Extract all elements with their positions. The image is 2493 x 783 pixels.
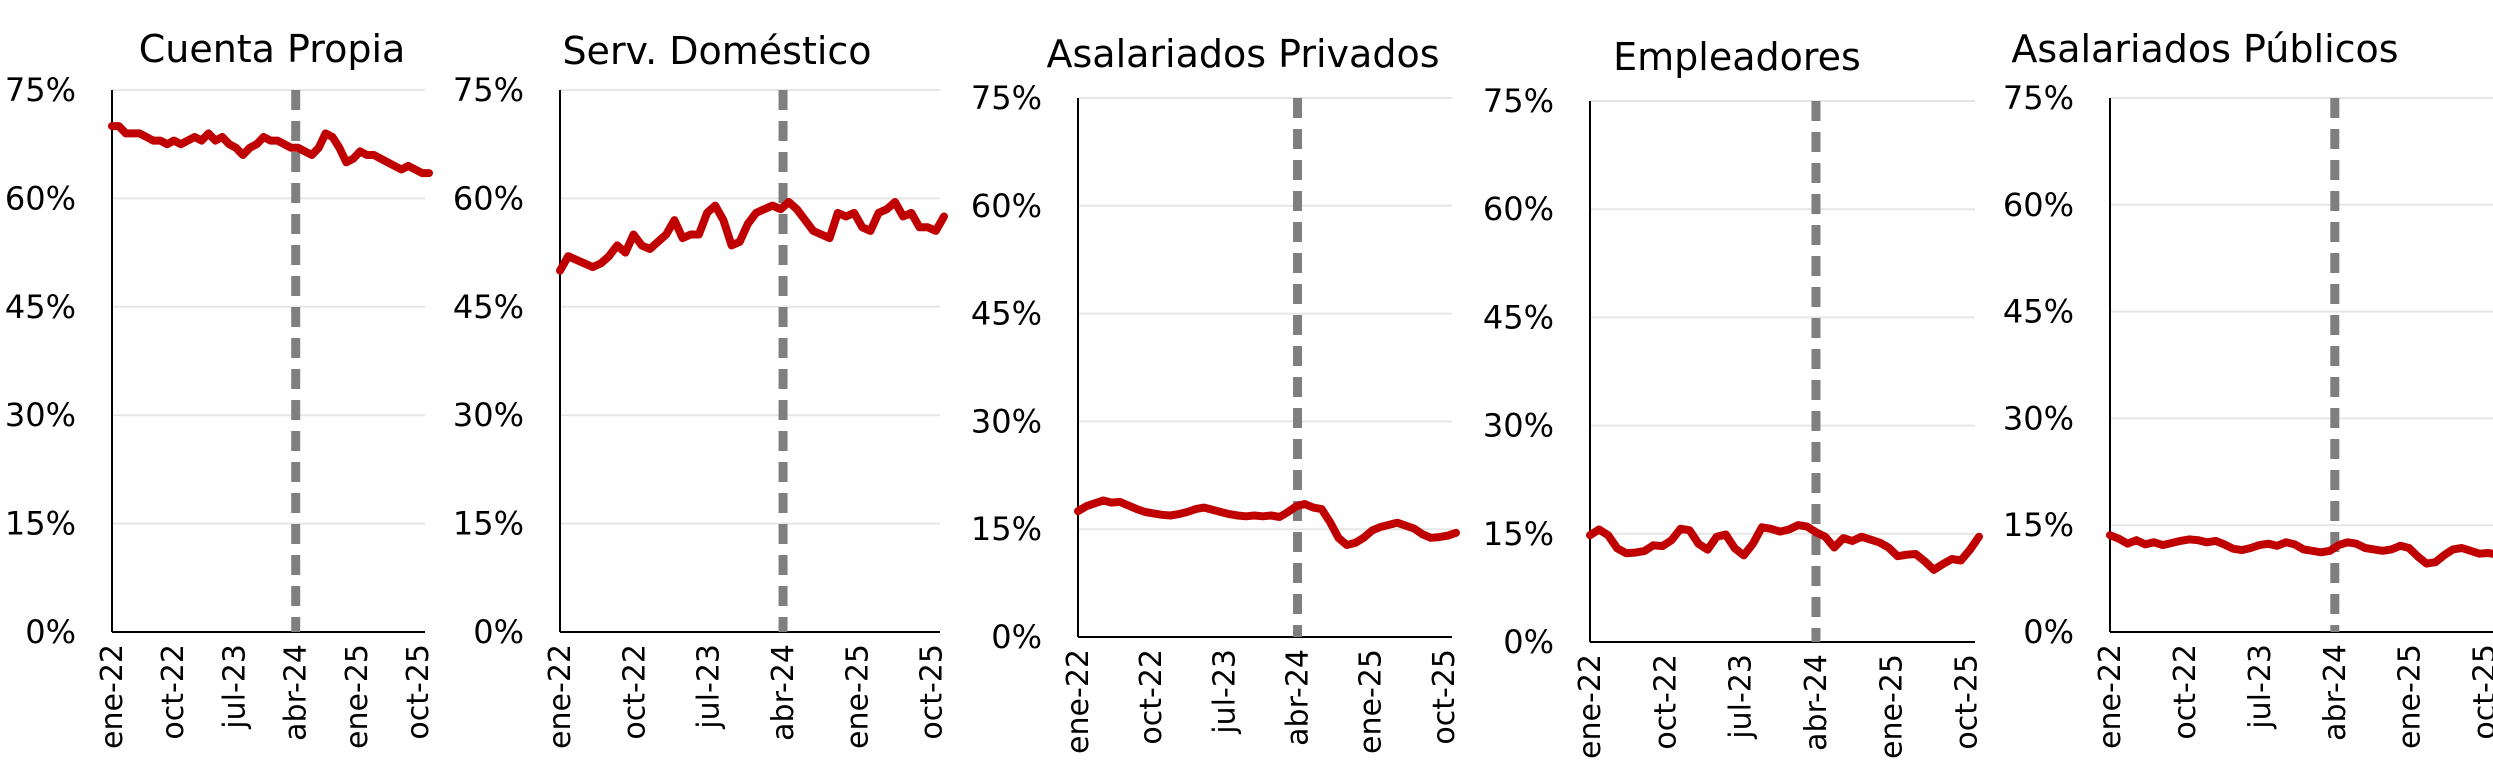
y-tick-label: 30% xyxy=(453,396,524,434)
y-tick-label: 15% xyxy=(971,510,1042,548)
y-tick-label: 0% xyxy=(1503,623,1554,661)
x-tick-label: ene-22 xyxy=(2093,644,2128,749)
x-tick-label: abr-24 xyxy=(1281,649,1316,746)
x-tick-label: oct-25 xyxy=(915,644,950,740)
y-tick-label: 45% xyxy=(1483,298,1554,336)
y-tick-label: 0% xyxy=(473,613,524,651)
x-tick-label: oct-22 xyxy=(1134,649,1169,745)
y-tick-label: 75% xyxy=(5,71,76,109)
series-line xyxy=(2106,531,2493,568)
y-tick-label: 45% xyxy=(5,288,76,326)
x-tick-label: jul-23 xyxy=(217,644,252,730)
chart-title: Empleadores xyxy=(1613,35,1861,79)
y-tick-label: 75% xyxy=(971,79,1042,117)
y-tick-label: 0% xyxy=(2023,613,2074,651)
y-tick-label: 30% xyxy=(2003,399,2074,437)
panel-1: Cuenta Propia 0% 15% 30% 45% 60% 75% ene-22 oct-… xyxy=(5,27,436,749)
panel-3: Asalariados Privados 0% 15% 30% 45% 60% 75% ene… xyxy=(971,32,1462,754)
x-tick-label: abr-24 xyxy=(2318,644,2353,741)
y-tick-label: 15% xyxy=(2003,506,2074,544)
x-tick-label: ene-25 xyxy=(840,644,875,749)
x-tick-label: jul-23 xyxy=(1207,649,1242,735)
y-tick-label: 15% xyxy=(1483,515,1554,553)
y-tick-label: 30% xyxy=(971,402,1042,440)
x-tick-label: abr-24 xyxy=(279,644,314,741)
x-tick-label: ene-25 xyxy=(1874,654,1909,759)
series-line xyxy=(108,122,433,178)
y-tick-label: 75% xyxy=(453,71,524,109)
panel-2: Serv. Doméstico 0% 15% 30% 45% 60% 75% ene-22 oc… xyxy=(453,29,950,749)
x-tick-label: ene-25 xyxy=(1354,649,1389,754)
y-tick-label: 30% xyxy=(1483,407,1554,445)
y-tick-label: 45% xyxy=(2003,293,2074,331)
y-tick-label: 15% xyxy=(5,505,76,543)
x-tick-label: ene-22 xyxy=(95,644,130,749)
x-tick-label: abr-24 xyxy=(1799,654,1834,751)
x-tick-label: ene-25 xyxy=(340,644,375,749)
y-tick-label: 60% xyxy=(5,179,76,217)
x-tick-label: ene-22 xyxy=(543,644,578,749)
chart-title: Asalariados Privados xyxy=(1046,32,1439,76)
y-tick-label: 60% xyxy=(453,179,524,217)
y-tick-label: 75% xyxy=(1483,82,1554,120)
chart-title: Asalariados Públicos xyxy=(2011,27,2398,71)
panel-5: Asalariados Públicos 0% 15% 30% 45% 60% 75% ene… xyxy=(2003,27,2493,749)
x-tick-label: jul-23 xyxy=(2243,644,2278,730)
y-tick-label: 60% xyxy=(2003,186,2074,224)
y-tick-label: 60% xyxy=(1483,190,1554,228)
x-tick-label: ene-22 xyxy=(1061,649,1096,754)
chart-title: Cuenta Propia xyxy=(139,27,406,71)
x-tick-label: oct-25 xyxy=(2468,644,2493,740)
x-tick-label: jul-23 xyxy=(1724,654,1759,740)
y-tick-label: 15% xyxy=(453,505,524,543)
y-tick-label: 75% xyxy=(2003,79,2074,117)
x-tick-label: ene-25 xyxy=(2393,644,2428,749)
x-tick-label: ene-22 xyxy=(1573,654,1608,759)
series-line xyxy=(1586,521,1983,574)
y-tick-label: 30% xyxy=(5,396,76,434)
y-tick-label: 45% xyxy=(453,288,524,326)
x-tick-label: abr-24 xyxy=(766,644,801,741)
series-line xyxy=(556,198,948,275)
x-tick-label: oct-25 xyxy=(401,644,436,740)
x-tick-label: oct-22 xyxy=(1648,654,1683,750)
series-line xyxy=(1074,496,1460,549)
x-tick-label: oct-22 xyxy=(617,644,652,740)
x-tick-label: oct-25 xyxy=(1427,649,1462,745)
x-tick-label: oct-22 xyxy=(156,644,191,740)
panel-4: Empleadores 0% 15% 30% 45% 60% 75% ene-22 oct-22… xyxy=(1483,35,1985,759)
y-tick-label: 0% xyxy=(991,618,1042,656)
y-tick-label: 45% xyxy=(971,295,1042,333)
y-tick-label: 0% xyxy=(25,613,76,651)
y-tick-label: 60% xyxy=(971,187,1042,225)
chart-title: Serv. Doméstico xyxy=(562,29,871,73)
x-tick-label: jul-23 xyxy=(692,644,727,730)
x-tick-label: oct-25 xyxy=(1950,654,1985,750)
x-tick-label: oct-22 xyxy=(2168,644,2203,740)
